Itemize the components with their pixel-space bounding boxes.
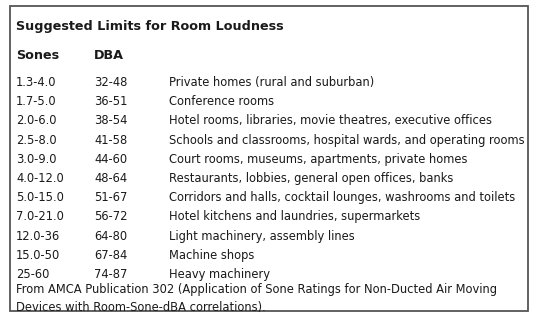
Text: 1.3-4.0: 1.3-4.0 [16,76,56,89]
Text: 36-51: 36-51 [94,95,128,108]
Text: Sones: Sones [16,49,59,62]
Text: 38-54: 38-54 [94,114,128,127]
Text: Heavy machinery: Heavy machinery [169,268,271,281]
Text: From AMCA Publication 302 (Application of Sone Ratings for Non-Ducted Air Moving: From AMCA Publication 302 (Application o… [16,283,497,296]
Text: 3.0-9.0: 3.0-9.0 [16,153,56,166]
Text: Suggested Limits for Room Loudness: Suggested Limits for Room Loudness [16,20,284,33]
Text: Schools and classrooms, hospital wards, and operating rooms: Schools and classrooms, hospital wards, … [169,134,525,147]
Text: 48-64: 48-64 [94,172,128,185]
Text: Devices with Room-Sone-dBA correlations).: Devices with Room-Sone-dBA correlations)… [16,301,266,314]
Text: 44-60: 44-60 [94,153,128,166]
Text: Hotel rooms, libraries, movie theatres, executive offices: Hotel rooms, libraries, movie theatres, … [169,114,492,127]
Text: DBA: DBA [94,49,124,62]
Text: 2.5-8.0: 2.5-8.0 [16,134,57,147]
Text: 56-72: 56-72 [94,210,128,223]
Text: 15.0-50: 15.0-50 [16,249,60,262]
Text: 74-87: 74-87 [94,268,128,281]
Text: 1.7-5.0: 1.7-5.0 [16,95,57,108]
Text: 41-58: 41-58 [94,134,128,147]
Text: Private homes (rural and suburban): Private homes (rural and suburban) [169,76,375,89]
Text: 5.0-15.0: 5.0-15.0 [16,191,64,204]
Text: Machine shops: Machine shops [169,249,255,262]
Text: Conference rooms: Conference rooms [169,95,274,108]
Text: Hotel kitchens and laundries, supermarkets: Hotel kitchens and laundries, supermarke… [169,210,421,223]
Text: Light machinery, assembly lines: Light machinery, assembly lines [169,230,355,243]
Text: 51-67: 51-67 [94,191,128,204]
Text: 12.0-36: 12.0-36 [16,230,60,243]
Text: Corridors and halls, cocktail lounges, washrooms and toilets: Corridors and halls, cocktail lounges, w… [169,191,516,204]
Text: 7.0-21.0: 7.0-21.0 [16,210,64,223]
Text: Court rooms, museums, apartments, private homes: Court rooms, museums, apartments, privat… [169,153,468,166]
Text: 64-80: 64-80 [94,230,128,243]
Text: Restaurants, lobbies, general open offices, banks: Restaurants, lobbies, general open offic… [169,172,454,185]
Text: 25-60: 25-60 [16,268,49,281]
Text: 4.0-12.0: 4.0-12.0 [16,172,64,185]
Text: 67-84: 67-84 [94,249,128,262]
Text: 32-48: 32-48 [94,76,128,89]
Text: 2.0-6.0: 2.0-6.0 [16,114,56,127]
